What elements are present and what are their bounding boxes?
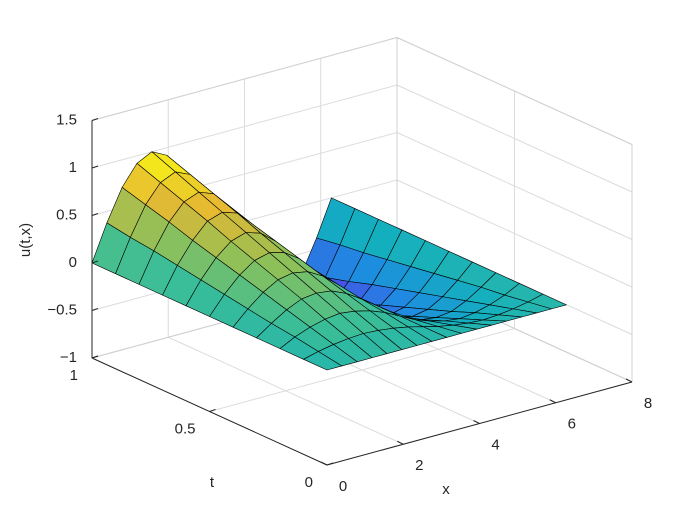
x-tick <box>473 420 480 424</box>
grid-line <box>91 84 398 169</box>
y-axis-label: t <box>210 474 215 491</box>
z-tick <box>91 308 99 311</box>
z-tick <box>91 260 99 264</box>
axis-box <box>91 37 398 121</box>
x-tick <box>625 378 633 383</box>
axis-box <box>396 37 633 145</box>
z-tick <box>91 355 99 359</box>
grid-line <box>209 328 515 412</box>
z-tick-label: 0 <box>69 254 77 271</box>
y-tick-label: 1 <box>70 367 78 384</box>
x-axis-label: x <box>442 481 450 498</box>
z-tick-label: 1.5 <box>56 111 77 128</box>
x-tick-label: 0 <box>339 478 347 495</box>
grid-line <box>396 179 633 288</box>
x-tick <box>397 440 404 445</box>
z-tick <box>91 118 99 121</box>
x-tick <box>549 399 556 404</box>
x-tick <box>320 461 328 466</box>
x-tick-label: 6 <box>568 416 576 433</box>
x-tick-label: 2 <box>415 457 423 474</box>
z-tick-label: 1 <box>69 159 77 176</box>
y-tick <box>209 409 216 412</box>
y-tick-label: 0.5 <box>175 420 196 437</box>
z-tick-label: −1 <box>60 349 77 366</box>
z-tick-label: 0.5 <box>56 206 77 223</box>
x-tick-label: 8 <box>644 395 652 412</box>
grid-line <box>396 84 633 193</box>
grid-line <box>396 132 633 240</box>
y-tick-label: 0 <box>305 474 313 491</box>
z-tick <box>91 213 99 216</box>
x-tick-label: 4 <box>491 436 499 453</box>
z-axis-label: u(t,x) <box>17 223 34 257</box>
z-tick-label: −0.5 <box>47 301 77 318</box>
surface-patch <box>303 351 343 371</box>
z-tick <box>91 165 99 169</box>
y-tick <box>326 462 334 466</box>
